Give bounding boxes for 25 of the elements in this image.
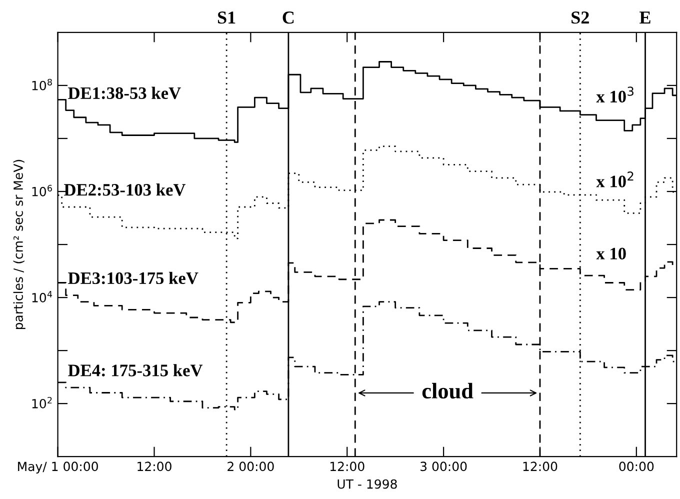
ref-line-label: E — [640, 12, 650, 24]
series-label: DE4: 175-315 keV — [68, 364, 203, 376]
ref-line-label: S2 — [572, 12, 589, 24]
x-tick-label: 00:00 — [619, 462, 654, 472]
series-label: DE2:53-103 keV — [64, 184, 186, 196]
x-tick-label: 2 00:00 — [228, 462, 274, 472]
y-tick-label: 10$^{2}$ — [32, 396, 52, 408]
x-axis-title: UT - 1998 — [338, 479, 397, 489]
x-tick-label: 12:00 — [330, 462, 364, 472]
annotation: x 10$^{3}$ — [596, 86, 634, 103]
annotation: cloud — [422, 382, 474, 399]
x-tick-label: May/ 1 00:00 — [18, 462, 98, 474]
annotation: x 10$^{2}$ — [596, 172, 634, 188]
y-tick-label: 10$^{6}$ — [32, 184, 52, 196]
y-tick-label: 10$^{8}$ — [32, 78, 52, 90]
series-label: DE1:38-53 keV — [68, 86, 181, 100]
x-tick-label: 12:00 — [138, 462, 172, 472]
ref-line-label: C — [282, 12, 294, 24]
y-axis-title: particles / (cm² sec sr MeV) — [13, 160, 26, 330]
y-tick-label: 10$^{4}$ — [32, 291, 52, 302]
x-tick-label: 3 00:00 — [420, 462, 467, 472]
x-tick-label: 12:00 — [523, 462, 558, 472]
annotation: x 10 — [596, 248, 626, 260]
ref-line-label: S1 — [218, 12, 236, 24]
series-label: DE3:103-175 keV — [68, 272, 198, 284]
